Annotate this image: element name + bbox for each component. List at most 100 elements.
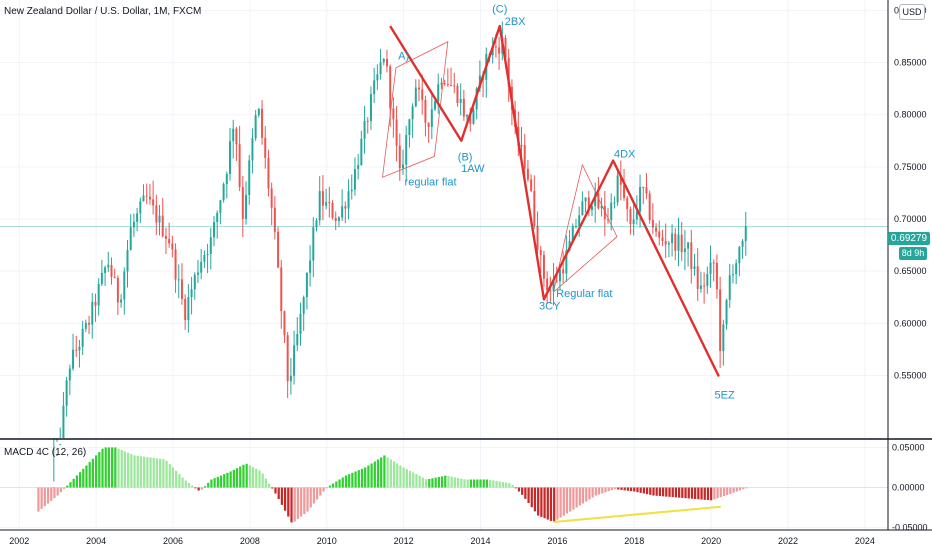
macd-bar [690,487,694,499]
candle-body [353,169,356,190]
macd-bar [181,477,184,488]
macd-bar [130,454,133,488]
macd-title[interactable]: MACD 4C (12, 26) [4,447,87,458]
macd-bar [88,462,91,488]
candle-body [177,279,180,281]
macd-bar [293,487,296,522]
candle-body [337,217,340,222]
countdown-badge: 8d 9h [899,247,927,260]
macd-bar [415,474,418,488]
frame [0,0,932,531]
macd-bar [594,487,597,496]
macd-bar [661,487,665,497]
macd-bar [178,474,181,488]
macd-bar [309,487,312,508]
candle-body [466,114,469,117]
macd-bar [456,478,460,488]
x-tick-label: 2020 [701,536,721,546]
candle-body [142,195,145,202]
macd-bar [370,463,373,488]
candle-body [357,165,360,170]
x-tick-label: 2022 [778,536,798,546]
candle-body [629,209,632,224]
macd-bar [674,487,678,498]
macd-bar [194,487,197,489]
macd-bar [511,484,514,488]
candle-body [552,280,555,292]
candle-body [59,444,62,446]
x-tick-label: 2012 [394,536,414,546]
candle-body [671,233,674,244]
candle-body [232,128,235,142]
macd-bar [175,470,178,488]
candle-body [536,225,539,250]
candle-body [699,285,702,289]
macd-bar [274,487,277,494]
macd-bar [694,487,697,499]
macd-bar [440,476,444,488]
candle-body [392,108,395,120]
currency-button[interactable]: USD [899,4,925,20]
candle-body [744,226,747,242]
macd-bar [223,474,226,488]
macd-bar [710,487,713,501]
macd-bar [213,478,216,488]
macd-bar [732,487,735,493]
macd-bar [533,487,537,512]
candle-body [639,187,642,212]
candle-body [261,108,264,138]
macd-bar [191,485,194,488]
candle-body [148,196,151,200]
macd-bar [386,457,389,488]
candle-body [200,261,203,273]
macd-bar [380,457,383,488]
macd-bar [716,487,719,499]
candle-body [725,299,728,325]
elliott-wave-line [389,24,720,377]
macd-bar [742,487,745,490]
macd-bar [111,447,114,488]
candle-body [88,322,91,325]
macd-bar [101,448,104,488]
x-tick-label: 2004 [86,536,106,546]
candle-body [683,248,686,253]
macd-bar [149,457,152,488]
macd-bar [357,470,360,488]
candle-body [722,324,725,351]
candle-body [331,203,334,218]
candle-body [299,313,302,335]
macd-bar [376,459,380,488]
candle-body [126,250,129,272]
macd-bar [495,480,498,488]
macd-bar [652,487,655,496]
macd-bar [187,482,191,488]
candle-body [693,266,696,269]
macd-bar [396,463,399,488]
macd-bar [476,479,479,488]
macd-bar [649,487,652,495]
macd-bar [248,465,251,488]
candle-body [222,184,225,201]
candle-body [116,277,119,303]
macd-bar [450,476,453,488]
macd-bar [607,487,610,492]
y-tick-label: 0.55000 [894,370,927,380]
candle-body [578,215,581,227]
macd-bar [348,474,351,488]
macd-bar [261,473,264,488]
candle-body [715,262,718,290]
macd-bar [585,487,588,502]
macd-bar [514,487,517,489]
macd-bar [69,482,72,488]
macd-bar [424,479,428,488]
macd-bar [66,485,69,488]
candle-body [613,202,616,204]
candle-body [462,98,465,117]
candle-body [690,242,693,269]
candle-body [677,234,680,251]
macd-bar [367,465,370,488]
macd-bar [219,475,223,488]
candle-body [456,85,459,103]
macd-bar [444,475,447,488]
candle-body [542,254,545,279]
